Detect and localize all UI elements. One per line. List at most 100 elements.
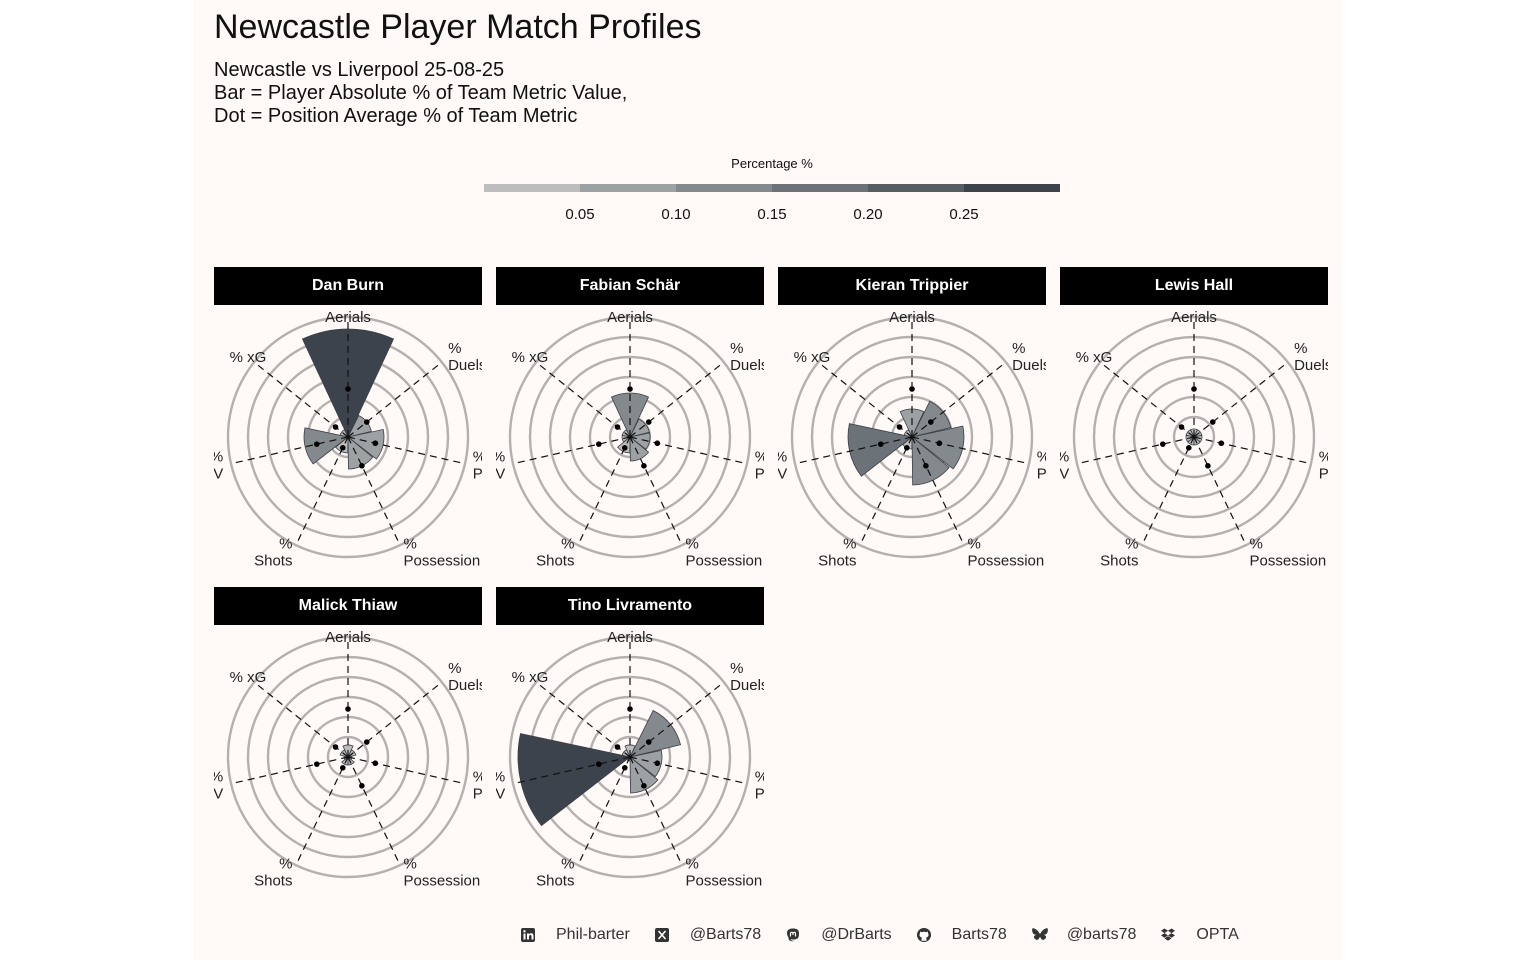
axis-spoke [347,756,401,866]
axis-label-percent: % [623,625,636,629]
axis-label-name: Possession [968,552,1045,569]
position-average-dot [314,441,320,447]
axis-label-name: Shots [254,872,292,889]
legend-tick-label: 0.20 [853,206,883,223]
axis-spoke [347,681,443,758]
position-average-dot [314,761,320,767]
axis-label-percent: % [561,855,574,872]
axis-label-name: Shots [818,552,856,569]
footer-item: @Barts78 [654,926,785,944]
position-average-dot [1160,441,1166,447]
position-average-dot [596,441,602,447]
axis-label: % Shots [254,855,292,889]
footer-label: @barts78 [1066,926,1137,943]
position-average-dot [1191,386,1197,392]
axis-label-percent: % [279,535,292,552]
position-average-dot [627,386,633,392]
position-average-dot [927,419,934,425]
polar-chart: %Aerials%Duels%Passes%Possession%Shots%E… [496,305,764,569]
footer-item: OPTA [1160,926,1262,944]
grid-ring [326,735,370,779]
axis-label-percent: % [1319,448,1328,465]
position-average-dot [1185,445,1192,451]
axis-label-percent: % [755,448,764,465]
axis-label: % Possession [1250,535,1327,569]
position-average-dot [359,463,365,469]
player-panel: Malick Thiaw%Aerials%Duels%Passes%Posses… [214,587,482,891]
axis-label-name: Passes [755,785,764,802]
position-average-dot [372,760,379,767]
grid-ring [830,355,994,519]
axis-spoke [1193,361,1289,438]
axis-label-name: Duels [448,357,482,374]
legend-tick-label: 0.05 [565,206,595,223]
position-average-dot [339,445,346,451]
axis-label: %Duels [1294,340,1328,374]
legend-title: Percentage % [731,156,813,171]
chart-subtitle-line-1: Newcastle vs Liverpool 25-08-25 [214,59,505,81]
axis-label: %Duels [448,660,482,694]
position-average-dot [645,419,652,425]
axis-label-percent: % [496,448,505,465]
grid-ring [508,635,752,879]
polar-chart: %Aerials%Duels%Passes%Possession%Shots%E… [778,305,1046,569]
mastodon-icon [785,927,801,943]
axis-label: % Shots [254,535,292,569]
axis-label-percent: % [1125,535,1138,552]
position-average-dot [621,445,628,451]
axis-label-percent: % [755,768,764,785]
axis-label-percent: % [968,535,981,552]
axis-label-percent: % [623,305,636,309]
position-average-dot [654,760,661,767]
axis-label-name: Shots [536,552,574,569]
axis-spoke [794,436,913,465]
player-name-strip: Lewis Hall [1060,267,1328,305]
axis-label: %Duels [448,340,482,374]
footer-label: Barts78 [951,926,1007,943]
axis-label: %Passes [473,768,482,802]
axis-spoke [911,436,965,546]
axis-label: %EPV [214,768,223,802]
metric-bar [847,423,913,477]
position-average-dot [345,706,351,712]
axis-spoke [629,436,683,546]
axis-label-name: EPV [214,465,223,482]
legend-tick-label: 0.25 [949,206,979,223]
axis-label-name: Possession [404,552,481,569]
axis-label-percent: % [404,535,417,552]
axis-spoke [512,756,631,785]
position-average-dot [372,440,379,447]
axis-label-name: Aerials [889,309,935,326]
position-average-dot [614,744,621,750]
axis-label-percent: % [448,660,461,677]
player-name-strip: Fabian Schär [496,267,764,305]
metric-bar [610,392,650,438]
metric-bar [629,756,659,794]
linkedin-icon [520,927,536,943]
axis-label: %Aerials [889,305,935,326]
footer-item: Barts78 [916,926,1031,944]
axis-label-name: Possession [686,872,763,889]
axis-label: %Passes [755,768,764,802]
axis-label: % Possession [686,855,763,889]
position-average-dot [627,706,633,712]
axis-label-name: EPV [1060,465,1069,482]
axis-label: % Possession [968,535,1045,569]
player-panel: Fabian Schär%Aerials%Duels%Passes%Posses… [496,267,764,571]
position-average-dot [878,441,884,447]
position-average-dot [621,765,628,771]
grid-ring [548,355,712,519]
axis-label-percent: % [1060,448,1069,465]
axis-label: %EPV [1060,448,1069,482]
axis-label: %EPV [214,448,223,482]
axis-label-percent: % [843,535,856,552]
legend-color-swatch [580,184,676,192]
axis-label: %Aerials [607,625,653,646]
axis-label-name: Possession [404,872,481,889]
axis-label: %Passes [755,448,764,482]
axis-spoke [512,436,631,465]
axis-spoke [230,756,349,785]
axis-label-percent: % [341,625,354,629]
legend-color-swatch [868,184,964,192]
axis-label-name: Shots [536,872,574,889]
